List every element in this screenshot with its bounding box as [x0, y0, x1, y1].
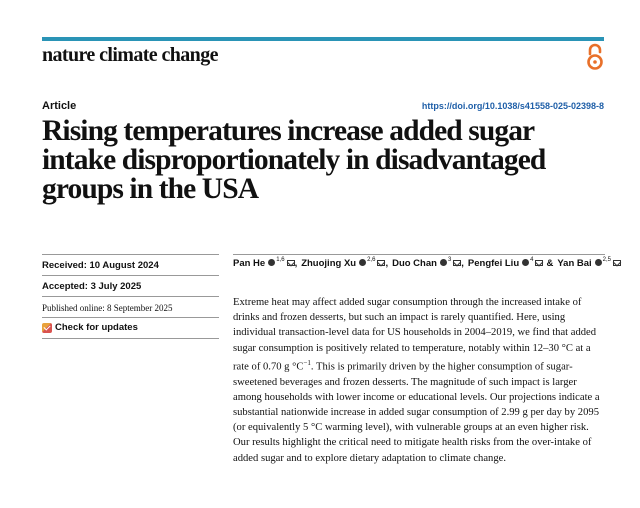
abstract-part-2: . This is primarily driven by the higher…	[233, 361, 600, 464]
journal-accent-bar	[42, 37, 604, 41]
received-date: Received: 10 August 2024	[42, 260, 159, 271]
email-icon[interactable]	[286, 259, 295, 266]
abstract-superscript: −1	[303, 358, 311, 367]
orcid-icon[interactable]	[268, 259, 276, 266]
abstract-part-1: Extreme heat may affect added sugar cons…	[233, 297, 597, 373]
author-name[interactable]: Yan Bai	[557, 258, 592, 269]
article-title: Rising temperatures increase added sugar…	[42, 115, 546, 205]
author-separator: ,	[385, 258, 389, 269]
orcid-icon[interactable]	[359, 259, 367, 266]
check-for-updates-label: Check for updates	[55, 322, 138, 333]
orcid-icon[interactable]	[439, 259, 447, 266]
check-updates-icon	[42, 322, 52, 333]
author[interactable]: Pengfei Liu 4 &	[467, 256, 557, 270]
author[interactable]: Zhuojing Xu 2,6 ,	[301, 256, 392, 270]
open-access-icon	[587, 43, 603, 70]
orcid-icon[interactable]	[594, 259, 602, 266]
abstract-text: Extreme heat may affect added sugar cons…	[233, 295, 605, 466]
affiliation-sup: 2,5	[602, 256, 612, 263]
author[interactable]: Duo Chan 3 ,	[392, 256, 468, 270]
divider	[42, 275, 219, 276]
check-for-updates-button[interactable]: Check for updates	[42, 322, 138, 333]
email-icon[interactable]	[535, 259, 544, 266]
author-name[interactable]: Pan He	[233, 258, 266, 269]
accepted-date: Accepted: 3 July 2025	[42, 281, 142, 292]
author[interactable]: Pan He 1,6 ,	[233, 256, 301, 270]
published-date: Published online: 8 September 2025	[42, 303, 173, 313]
affiliation-sup: 3	[447, 256, 452, 263]
author-name[interactable]: Pengfei Liu	[467, 258, 520, 269]
divider	[42, 296, 219, 297]
affiliation-sup: 1,6	[276, 256, 285, 263]
divider	[42, 317, 219, 318]
orcid-icon[interactable]	[522, 259, 530, 266]
author-name[interactable]: Zhuojing Xu	[301, 258, 357, 269]
journal-name[interactable]: nature climate change	[42, 44, 218, 66]
author-separator: ,	[294, 258, 298, 269]
email-icon[interactable]	[377, 259, 386, 266]
affiliation-sup: 2,6	[367, 256, 376, 263]
divider	[42, 254, 219, 255]
affiliation-sup: 4	[530, 256, 534, 263]
divider	[233, 254, 605, 255]
divider	[42, 338, 219, 339]
email-icon[interactable]	[453, 259, 462, 266]
author-separator: &	[546, 258, 554, 269]
doi-link[interactable]: https://doi.org/10.1038/s41558-025-02398…	[421, 101, 604, 111]
author-separator: ,	[461, 258, 464, 269]
article-type-label: Article	[42, 100, 77, 112]
email-icon[interactable]	[613, 259, 622, 266]
author-name[interactable]: Duo Chan	[392, 258, 437, 269]
author-list: Pan He 1,6 , Zhuojing Xu 2,6 , Duo Chan …	[233, 256, 622, 270]
author[interactable]: Yan Bai 2,5	[557, 256, 622, 269]
